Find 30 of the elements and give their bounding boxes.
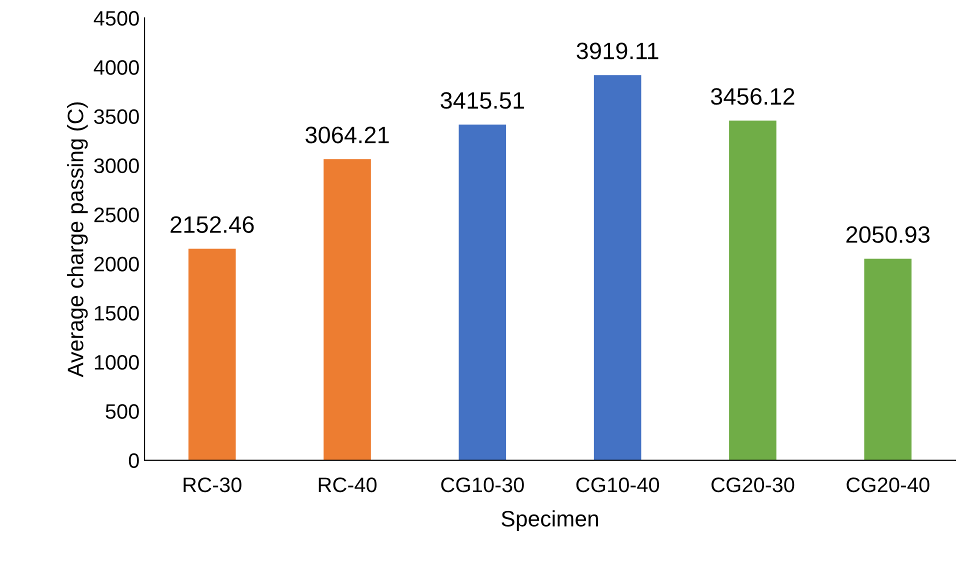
y-tick-label: 3500 [94, 109, 139, 124]
y-tick-label: 2000 [94, 256, 139, 272]
y-tick-label: 1000 [94, 354, 139, 370]
y-tick-label: 2500 [94, 208, 139, 222]
y-axis-title: Average charge passing (C) [67, 102, 88, 378]
y-tick-label: 3000 [94, 158, 139, 174]
bar [188, 248, 236, 460]
x-tick-label: CG20-40 [846, 477, 930, 492]
y-tick-label: 1500 [94, 306, 139, 321]
data-label: 3919.11 [576, 42, 658, 60]
bar [324, 159, 371, 460]
x-tick-label: RC-40 [318, 477, 377, 492]
bar [458, 124, 506, 460]
y-tick-label: 500 [106, 404, 139, 419]
bar [729, 120, 776, 460]
bar [594, 75, 642, 460]
data-label: 2152.46 [170, 216, 254, 233]
bar [864, 258, 912, 460]
data-label: 3415.51 [440, 92, 524, 109]
data-label: 3064.21 [305, 126, 389, 144]
x-tick-label: CG10-30 [441, 477, 524, 492]
x-tick-label: RC-30 [184, 477, 242, 492]
x-tick-label: CG10-40 [576, 477, 660, 492]
x-tick-label: CG20-30 [712, 477, 794, 492]
y-tick-label: 4500 [94, 10, 139, 26]
y-tick-label: 4000 [94, 60, 139, 75]
x-axis-title: Specimen [502, 510, 598, 531]
data-label: 2050.93 [846, 226, 930, 243]
y-tick-label: 0 [128, 453, 139, 468]
data-label: 3456.12 [710, 88, 794, 105]
